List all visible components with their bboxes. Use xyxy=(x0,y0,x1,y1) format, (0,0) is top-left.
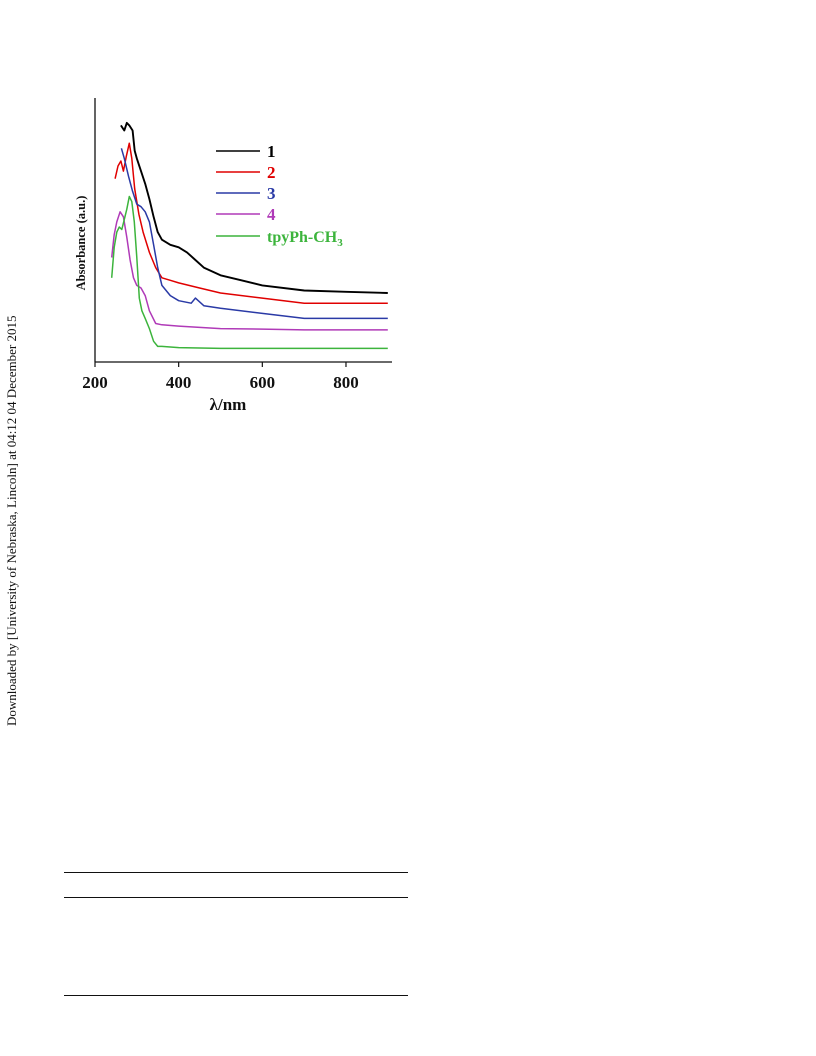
x-tick-label-800: 800 xyxy=(333,373,359,392)
legend-label-3: 3 xyxy=(267,184,276,203)
table-bottom-rule xyxy=(64,995,408,996)
legend-label-tpyph-ch3: tpyPh-CH3 xyxy=(267,229,343,249)
x-tick-label-400: 400 xyxy=(166,373,192,392)
table-header-rule xyxy=(64,897,408,898)
legend-label-4: 4 xyxy=(267,205,276,224)
figure-panel xyxy=(68,88,396,410)
x-tick-label-200: 200 xyxy=(82,373,108,392)
series-line-4 xyxy=(110,211,388,331)
legend-label-2: 2 xyxy=(267,163,276,182)
x-axis-ticks xyxy=(94,362,347,367)
legend: 1 2 3 4 tpyPh-CH3 xyxy=(216,142,343,249)
series-line-3 xyxy=(120,148,388,320)
legend-label-1: 1 xyxy=(267,142,276,161)
x-tick-label-600: 600 xyxy=(250,373,276,392)
table-top-rule xyxy=(64,872,408,873)
x-axis-tick-labels: 200 400 600 800 xyxy=(82,373,358,392)
y-axis-label: Absorbance (a.u.) xyxy=(74,196,88,291)
x-axis-label: λ/nm xyxy=(210,395,247,414)
series-line-1 xyxy=(120,121,388,294)
series-line-tpyph-ch3 xyxy=(110,195,388,350)
series-line-2 xyxy=(114,142,388,304)
series-lines xyxy=(110,121,388,350)
